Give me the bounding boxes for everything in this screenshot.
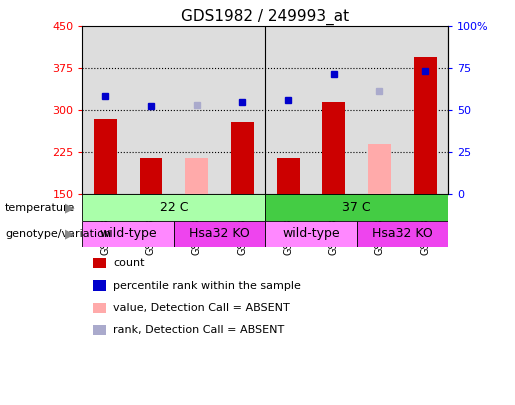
Text: Hsa32 KO: Hsa32 KO [189,227,250,241]
Text: genotype/variation: genotype/variation [5,229,111,239]
Bar [265,221,356,247]
Bar [82,221,174,247]
Bar [414,57,437,194]
Text: value, Detection Call = ABSENT: value, Detection Call = ABSENT [113,303,290,313]
Bar [265,26,311,194]
Bar [82,26,128,194]
Text: ▶: ▶ [65,227,74,241]
Bar [265,194,448,221]
Bar [219,26,265,194]
Text: 37 C: 37 C [342,201,371,214]
Bar [402,26,448,194]
Bar [174,26,219,194]
Text: ▶: ▶ [65,201,74,214]
Text: 22 C: 22 C [160,201,188,214]
Text: count: count [113,258,145,268]
Text: Hsa32 KO: Hsa32 KO [372,227,433,241]
Bar [82,194,265,221]
Bar [128,26,174,194]
Bar [322,102,345,194]
Bar [231,122,254,194]
Bar [94,119,117,194]
Bar [368,144,391,194]
Bar [174,221,265,247]
Bar [311,26,356,194]
Bar [356,221,448,247]
Title: GDS1982 / 249993_at: GDS1982 / 249993_at [181,9,349,25]
Bar [356,26,402,194]
Bar [185,158,208,194]
Bar [277,158,300,194]
Text: wild-type: wild-type [282,227,340,241]
Text: percentile rank within the sample: percentile rank within the sample [113,281,301,290]
Text: wild-type: wild-type [99,227,157,241]
Text: temperature: temperature [5,202,75,213]
Text: rank, Detection Call = ABSENT: rank, Detection Call = ABSENT [113,325,285,335]
Bar [140,158,162,194]
